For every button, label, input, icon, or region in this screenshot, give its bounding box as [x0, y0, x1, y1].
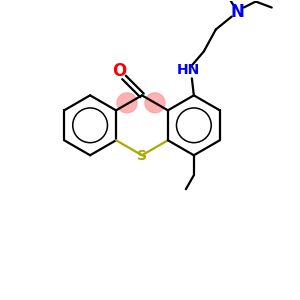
Text: HN: HN: [177, 63, 200, 77]
Text: O: O: [112, 62, 126, 80]
Circle shape: [117, 93, 137, 113]
Circle shape: [145, 93, 165, 113]
Text: S: S: [137, 149, 147, 163]
Text: N: N: [231, 2, 245, 20]
